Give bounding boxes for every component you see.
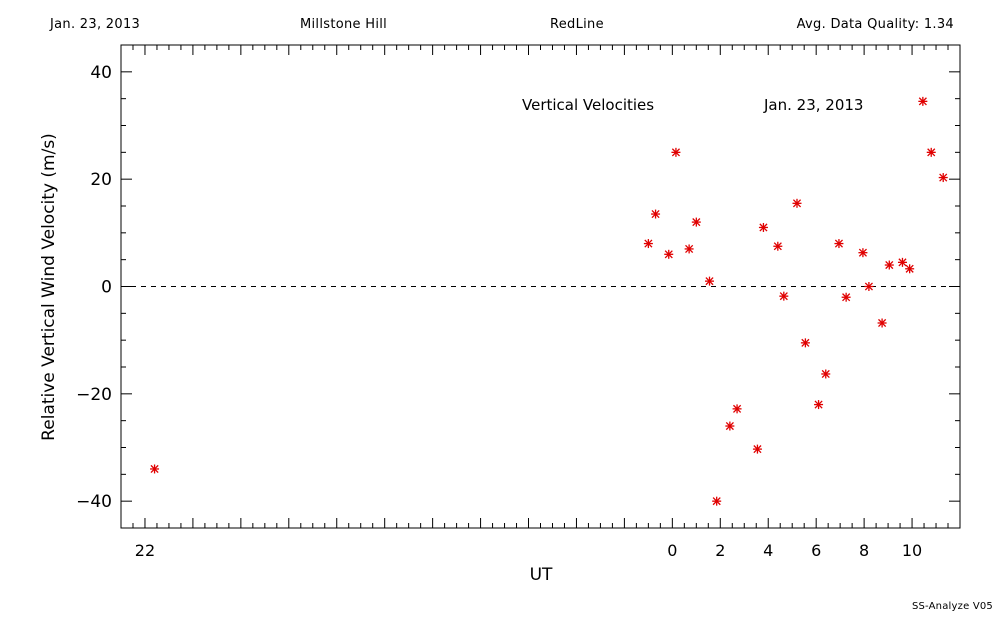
x-tick-label: 4 <box>763 541 773 560</box>
x-tick-label: 8 <box>859 541 869 560</box>
data-point <box>150 464 160 474</box>
x-axis-label: UT <box>530 565 553 585</box>
data-point <box>725 421 735 431</box>
y-tick-label: −20 <box>76 385 112 405</box>
data-point <box>858 248 868 258</box>
data-point <box>732 404 742 414</box>
data-point <box>664 249 674 259</box>
data-point <box>800 338 810 348</box>
x-tick-label: 0 <box>667 541 677 560</box>
y-tick-label: 0 <box>101 278 112 298</box>
data-point <box>926 147 936 157</box>
data-point <box>821 369 831 379</box>
header-line: RedLine <box>550 17 604 32</box>
y-axis-label: Relative Vertical Wind Velocity (m/s) <box>39 133 59 441</box>
data-point <box>773 241 783 251</box>
data-point <box>752 444 762 454</box>
data-point <box>918 96 928 106</box>
data-point <box>841 292 851 302</box>
data-point <box>712 496 722 506</box>
header-date: Jan. 23, 2013 <box>50 17 141 32</box>
header-quality: Avg. Data Quality: 1.34 <box>796 17 954 32</box>
data-point <box>814 400 824 410</box>
data-point <box>779 291 789 301</box>
data-point <box>684 244 694 254</box>
chart-subtitle: Jan. 23, 2013 <box>763 96 863 114</box>
data-point <box>877 318 887 328</box>
header-site: Millstone Hill <box>300 17 388 32</box>
x-tick-label: 6 <box>811 541 821 560</box>
data-point <box>671 147 681 157</box>
software-version: SS-Analyze V05 <box>911 601 993 612</box>
chart-title: Vertical Velocities <box>522 96 654 114</box>
data-point <box>897 257 907 267</box>
data-point <box>651 209 661 219</box>
x-tick-label: 22 <box>135 541 155 560</box>
data-point <box>864 282 874 291</box>
data-point <box>704 276 714 286</box>
data-point <box>834 239 844 249</box>
data-point <box>905 264 915 274</box>
data-point <box>884 260 894 270</box>
x-tick-label: 10 <box>902 541 922 560</box>
data-point <box>938 173 948 183</box>
data-point <box>691 217 701 227</box>
data-point <box>643 239 653 249</box>
data-point <box>758 222 768 232</box>
y-tick-label: 20 <box>90 170 112 190</box>
data-point <box>792 198 802 208</box>
y-tick-label: −40 <box>76 492 112 512</box>
x-tick-label: 2 <box>715 541 725 560</box>
y-tick-label: 40 <box>90 63 112 83</box>
